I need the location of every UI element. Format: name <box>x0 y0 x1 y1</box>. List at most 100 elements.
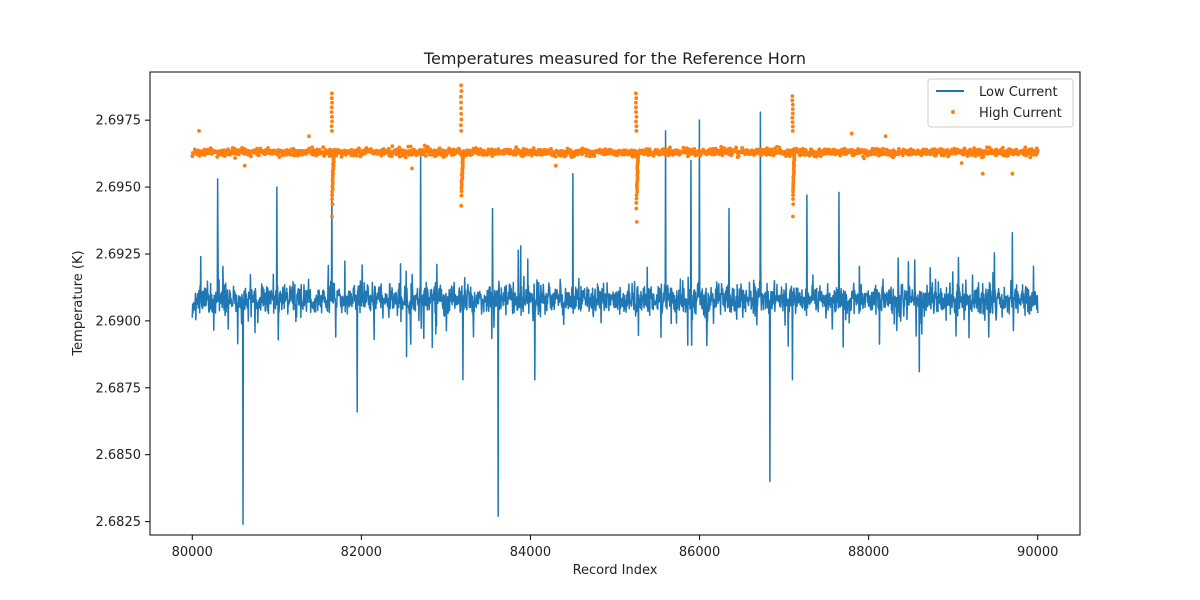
high-current-point <box>790 124 795 129</box>
high-current-point <box>553 163 558 168</box>
legend-low-current-label: Low Current <box>979 85 1058 100</box>
high-current-point <box>215 154 220 159</box>
high-current-point <box>423 154 428 158</box>
high-current-point <box>634 201 639 205</box>
high-current-point <box>634 110 638 115</box>
high-current-point <box>791 214 795 219</box>
high-current-point <box>549 146 553 151</box>
high-current-point <box>791 189 795 194</box>
high-current-point <box>791 193 795 198</box>
high-current-point <box>634 114 639 119</box>
high-current-point <box>249 154 253 159</box>
plot-area <box>190 83 1040 526</box>
high-current-point <box>1023 145 1028 150</box>
y-axis: 2.6825 2.6850 2.6875 2.6900 2.6925 2.6950 2.69… <box>96 114 150 530</box>
x-tick-label: 88000 <box>848 545 889 560</box>
high-current-point <box>461 150 466 155</box>
y-tick-label: 2.6975 <box>96 114 142 129</box>
high-current-point <box>357 146 361 151</box>
high-current-point <box>407 153 412 157</box>
high-current-point <box>307 134 311 139</box>
high-current-point <box>1000 145 1005 150</box>
high-current-point <box>277 155 282 160</box>
high-current-point <box>329 96 334 100</box>
high-current-point <box>389 154 394 159</box>
high-current-point <box>634 193 639 197</box>
high-current-point <box>634 196 639 201</box>
high-current-point <box>257 153 261 158</box>
high-current-point <box>330 202 335 207</box>
high-current-point <box>790 115 795 120</box>
high-current-point <box>459 100 463 105</box>
high-current-point <box>459 111 464 116</box>
high-current-point <box>792 150 797 155</box>
high-current-point <box>736 154 741 159</box>
high-current-point <box>330 197 334 201</box>
high-current-point <box>788 154 792 159</box>
high-current-point <box>355 153 359 158</box>
high-current-point <box>329 124 334 129</box>
high-current-point <box>981 154 986 159</box>
high-current-point <box>790 111 795 116</box>
high-current-point <box>881 146 885 151</box>
high-current-point <box>408 144 413 149</box>
high-current-point <box>790 120 795 125</box>
high-current-point <box>459 193 464 198</box>
high-current-point <box>633 100 638 105</box>
high-current-point <box>390 144 395 149</box>
high-current-point <box>634 128 639 133</box>
chart-title: Temperatures measured for the Reference … <box>423 49 806 68</box>
high-current-point <box>330 189 335 194</box>
high-current-point <box>330 214 334 219</box>
high-current-point <box>321 145 326 150</box>
high-current-point <box>329 128 334 133</box>
high-current-point <box>330 119 334 124</box>
y-tick-label: 2.6875 <box>96 381 142 396</box>
high-current-point <box>635 150 640 155</box>
high-current-point <box>242 163 247 168</box>
high-current-point <box>980 171 985 176</box>
high-current-point <box>681 145 686 150</box>
high-current-point <box>784 154 788 158</box>
y-axis-label: Temperature (K) <box>71 250 86 356</box>
high-current-point <box>459 94 463 99</box>
high-current-point <box>791 202 796 207</box>
high-current-point <box>329 91 334 96</box>
high-current-point <box>403 155 408 160</box>
high-current-point <box>369 146 373 151</box>
high-current-point <box>397 154 402 159</box>
high-current-point <box>1028 155 1033 160</box>
high-current-point <box>634 124 639 129</box>
high-current-point <box>331 150 336 155</box>
high-current-point <box>459 128 464 133</box>
high-current-point <box>769 147 774 152</box>
high-current-point <box>379 153 384 158</box>
high-current-point <box>791 197 795 201</box>
high-current-point <box>459 123 463 128</box>
high-current-point <box>459 106 463 111</box>
high-current-point <box>633 91 638 96</box>
high-current-point <box>553 154 558 159</box>
high-current-point <box>459 203 464 208</box>
high-current-point <box>959 161 964 165</box>
plot-frame <box>149 71 1081 536</box>
x-axis-label: Record Index <box>573 563 658 578</box>
high-current-point <box>790 98 795 103</box>
high-current-point <box>329 110 334 115</box>
y-tick-label: 2.6825 <box>96 515 142 530</box>
high-current-point <box>635 190 640 194</box>
x-tick-label: 80000 <box>172 545 213 560</box>
high-current-point <box>451 147 456 152</box>
legend: Low Current High Current <box>927 78 1074 128</box>
y-tick-label: 2.6850 <box>96 448 142 463</box>
high-current-point <box>425 144 430 149</box>
x-tick-label: 86000 <box>679 545 720 560</box>
high-current-point <box>459 117 464 122</box>
high-current-point <box>584 153 589 158</box>
high-current-point <box>330 114 334 119</box>
high-current-point <box>634 206 639 211</box>
high-current-point <box>634 105 638 110</box>
high-current-point <box>719 144 724 149</box>
high-current-point <box>634 219 639 224</box>
